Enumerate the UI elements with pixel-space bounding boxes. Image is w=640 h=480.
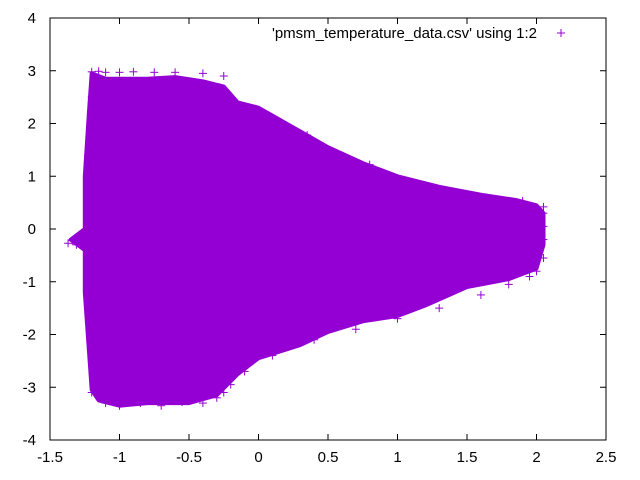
- legend-label: 'pmsm_temperature_data.csv' using 1:2: [272, 25, 537, 42]
- data-point: [87, 256, 96, 265]
- data-point: [87, 67, 96, 76]
- data-point: [518, 197, 527, 206]
- x-tick-label: 2.5: [596, 449, 617, 466]
- x-tick-label: -1: [113, 449, 126, 466]
- x-tick-label: 1: [393, 449, 401, 466]
- data-point: [178, 398, 187, 407]
- data-point: [476, 290, 485, 299]
- legend-marker: [557, 29, 565, 37]
- data-point: [198, 399, 207, 408]
- x-tick-labels: -1.5 -1 -0.5 0 0.5 1 1.5 2 2.5: [37, 449, 616, 466]
- data-point: [539, 209, 548, 218]
- data-point: [539, 222, 548, 231]
- data-point: [157, 401, 166, 410]
- data-point: [435, 304, 444, 313]
- data-point: [268, 351, 277, 360]
- data-point: [68, 236, 77, 245]
- x-tick-label: 1.5: [457, 449, 478, 466]
- y-tick-label: -2: [23, 327, 36, 344]
- data-point: [337, 152, 346, 161]
- data-point: [393, 314, 402, 323]
- data-point: [87, 304, 96, 313]
- data-point: [87, 388, 96, 397]
- data-point: [219, 388, 228, 397]
- data-point: [87, 346, 96, 355]
- data-point: [539, 235, 548, 244]
- data-point: [303, 131, 312, 140]
- data-point: [64, 239, 73, 248]
- data-point: [525, 272, 534, 281]
- data-point: [539, 254, 548, 263]
- y-tick-label: -4: [23, 432, 36, 449]
- legend-plus-icon: [557, 29, 565, 37]
- data-point: [289, 126, 298, 135]
- data-point: [351, 325, 360, 334]
- data-point: [87, 93, 96, 102]
- y-tick-label: 3: [28, 63, 36, 80]
- data-point: [87, 124, 96, 133]
- data-point: [504, 280, 513, 289]
- data-point: [76, 232, 85, 241]
- tick-marks: [49, 17, 607, 441]
- data-point: [240, 367, 249, 376]
- series-dense-region: [68, 71, 546, 408]
- y-tick-label: 4: [28, 10, 36, 27]
- y-tick-labels: -4 -3 -2 -1 0 1 2 3 4: [23, 10, 36, 449]
- data-point: [72, 240, 81, 249]
- data-point: [129, 67, 138, 76]
- x-tick-label: 0: [254, 449, 262, 466]
- data-point: [219, 72, 228, 81]
- data-point: [226, 380, 235, 389]
- data-point: [101, 399, 110, 408]
- data-point: [101, 68, 110, 77]
- data-point: [150, 68, 159, 77]
- x-tick-label: -1.5: [37, 449, 63, 466]
- data-point: [136, 399, 145, 408]
- data-point: [171, 68, 180, 77]
- x-tick-label: 2: [532, 449, 540, 466]
- series-area: [68, 71, 546, 408]
- data-point: [212, 393, 221, 402]
- data-point: [198, 69, 207, 78]
- data-point: [282, 122, 291, 131]
- data-point: [94, 67, 103, 76]
- y-tick-label: 1: [28, 168, 36, 185]
- data-point: [310, 335, 319, 344]
- data-point: [87, 198, 96, 207]
- x-tick-label: 0.5: [318, 449, 339, 466]
- data-point: [84, 161, 93, 170]
- y-tick-label: -1: [23, 274, 36, 291]
- y-tick-label: 0: [28, 221, 36, 238]
- data-point: [365, 160, 374, 169]
- data-point: [115, 68, 124, 77]
- series-points: [64, 67, 548, 410]
- y-tick-label: -3: [23, 379, 36, 396]
- data-point: [115, 401, 124, 410]
- x-tick-label: -0.5: [176, 449, 202, 466]
- legend: 'pmsm_temperature_data.csv' using 1:2: [272, 25, 565, 42]
- y-tick-label: 2: [28, 116, 36, 133]
- data-point: [532, 267, 541, 276]
